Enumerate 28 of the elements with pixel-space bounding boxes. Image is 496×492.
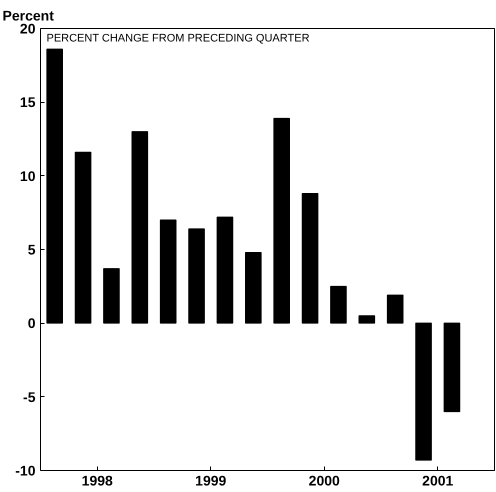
x-tick-label: 2000 [308,472,340,488]
bar [160,220,176,324]
y-tick-label: 0 [28,315,36,332]
bar [46,48,63,324]
x-tick-label: 1999 [195,472,227,488]
y-tick-label: 5 [28,242,36,258]
x-tick-label: 1998 [82,472,114,488]
bar [273,118,290,324]
bar [386,294,404,324]
bar [330,286,347,324]
bar [444,322,460,412]
bar [74,152,92,324]
bar [302,193,318,324]
bar [358,315,376,324]
bar [245,252,262,324]
bar [132,131,148,324]
x-tick-label: 2001 [422,472,454,488]
bar [216,216,234,324]
chart-subtitle: PERCENT CHANGE FROM PRECEDING QUARTER [46,32,310,44]
y-tick-label: -5 [23,388,36,405]
bar [103,268,120,324]
y-tick-label: 10 [20,168,36,184]
y-tick-label: 20 [20,20,36,36]
bar [188,228,205,324]
y-tick-label: 15 [20,94,36,110]
y-axis-title: Percent [2,8,54,24]
bar [415,322,432,461]
y-tick-label: -10 [15,462,36,478]
